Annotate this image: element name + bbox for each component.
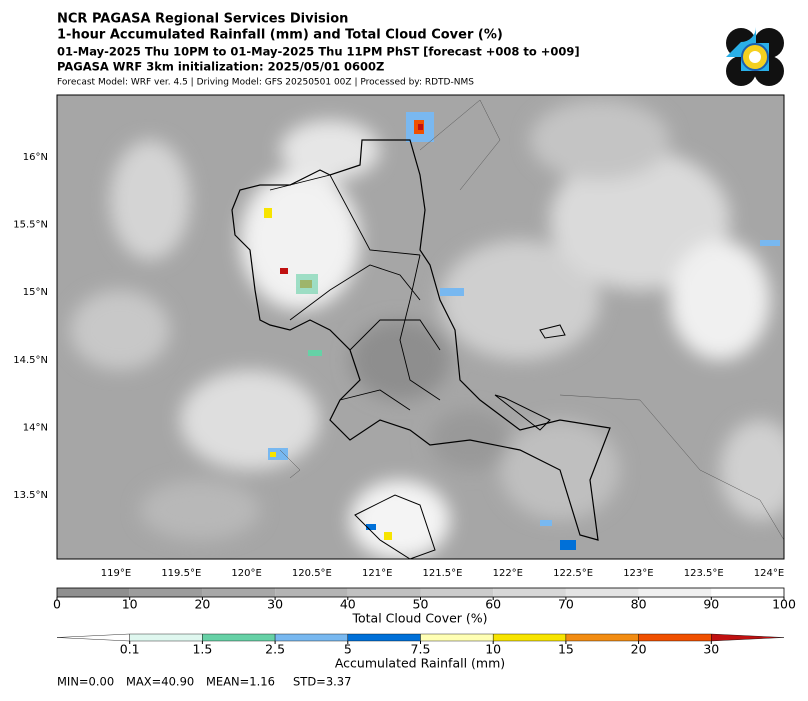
header-line: Forecast Model: WRF ver. 4.5 | Driving M… bbox=[57, 78, 474, 88]
map-frame bbox=[56, 94, 785, 560]
lat-label: 15°N bbox=[23, 287, 48, 298]
stat: MEAN=1.16 bbox=[206, 675, 275, 689]
stat: MAX=40.90 bbox=[126, 675, 194, 689]
lon-label: 124°E bbox=[754, 568, 784, 579]
colorbar-tick-label: 7.5 bbox=[411, 642, 431, 657]
colorbar-tick-label: 0.1 bbox=[120, 642, 140, 657]
colorbar-segment bbox=[347, 588, 421, 597]
colorbar-label: Total Cloud Cover (%) bbox=[351, 611, 487, 626]
colorbar-segment bbox=[202, 633, 276, 642]
colorbar-tick-label: 60 bbox=[485, 597, 501, 612]
colorbar-segment bbox=[56, 633, 130, 642]
colorbar-segment bbox=[202, 588, 276, 597]
coastline bbox=[354, 324, 566, 559]
colorbar-label: Accumulated Rainfall (mm) bbox=[335, 656, 505, 671]
colorbar-tick-label: 1.5 bbox=[192, 642, 212, 657]
colorbar-tick-label: 20 bbox=[194, 597, 210, 612]
colorbar-segment bbox=[493, 588, 566, 597]
cloud-colorbar: 0 10 20 30 40 50 60 70 80 90 100 Total Cloud Cover … bbox=[53, 587, 796, 626]
stat: STD=3.37 bbox=[293, 675, 351, 689]
colorbar-tick-label: 2.5 bbox=[265, 642, 285, 657]
colorbar-tick-label: 80 bbox=[631, 597, 647, 612]
colorbar-tick-label: 30 bbox=[703, 642, 719, 657]
lon-label: 122.5°E bbox=[553, 568, 593, 579]
rain-pixels bbox=[264, 112, 780, 550]
colorbar-segment bbox=[129, 588, 203, 597]
colorbar-tick-label: 15 bbox=[558, 642, 574, 657]
colorbar-segment bbox=[420, 633, 494, 642]
lat-label: 13.5°N bbox=[13, 490, 48, 501]
colorbar-segment bbox=[57, 588, 130, 597]
lon-label: 123.5°E bbox=[684, 568, 724, 579]
longitude-labels: 119°E 119.5°E 120°E 120.5°E 121°E 121.5°E 122°… bbox=[101, 568, 784, 579]
lon-label: 120°E bbox=[231, 568, 261, 579]
colorbar-tick-label: 70 bbox=[558, 597, 574, 612]
lat-label: 14°N bbox=[23, 422, 48, 433]
header: NCR PAGASA Regional Services Division1-h… bbox=[57, 12, 580, 88]
colorbar-segment bbox=[565, 588, 639, 597]
header-line: PAGASA WRF 3km initialization: 2025/05/0… bbox=[57, 60, 384, 74]
lon-label: 121°E bbox=[362, 568, 392, 579]
lat-label: 14.5°N bbox=[13, 355, 48, 366]
colorbar-tick-label: 20 bbox=[631, 642, 647, 657]
colorbar-segment bbox=[711, 588, 784, 597]
colorbar-tick-label: 100 bbox=[772, 597, 796, 612]
colorbar-tick-label: 0 bbox=[53, 597, 61, 612]
map bbox=[57, 95, 784, 559]
colorbar-segment bbox=[274, 633, 348, 642]
lon-label: 119°E bbox=[101, 568, 131, 579]
neighbor-border bbox=[279, 99, 784, 541]
colorbar-segment bbox=[275, 588, 348, 597]
colorbar-segment bbox=[347, 633, 421, 642]
header-line: NCR PAGASA Regional Services Division bbox=[57, 12, 348, 27]
header-line: 01-May-2025 Thu 10PM to 01-May-2025 Thu … bbox=[57, 45, 580, 59]
header-line: 1-hour Accumulated Rainfall (mm) and Tot… bbox=[57, 28, 503, 43]
colorbar-segment bbox=[638, 633, 712, 642]
lat-label: 15.5°N bbox=[13, 220, 48, 231]
coastline bbox=[231, 139, 611, 541]
colorbar-segment bbox=[565, 633, 639, 642]
lon-label: 122°E bbox=[493, 568, 523, 579]
colorbar-tick-label: 90 bbox=[703, 597, 719, 612]
colorbar-segment bbox=[493, 633, 567, 642]
stats: MIN=0.00 MAX=40.90 MEAN=1.16 STD=3.37 bbox=[57, 675, 351, 689]
lon-label: 123°E bbox=[623, 568, 653, 579]
latitude-labels: 16°N 15.5°N 15°N 14.5°N 14°N 13.5°N bbox=[13, 152, 48, 501]
colorbar-tick-label: 10 bbox=[485, 642, 501, 657]
colorbar-segment bbox=[711, 633, 785, 642]
stat: MIN=0.00 bbox=[57, 675, 114, 689]
colorbar-tick-label: 50 bbox=[413, 597, 429, 612]
colorbar-segment bbox=[638, 588, 712, 597]
colorbar-tick-label: 10 bbox=[122, 597, 138, 612]
colorbar-segment bbox=[129, 633, 203, 642]
logo bbox=[726, 27, 784, 86]
lon-label: 119.5°E bbox=[161, 568, 201, 579]
colorbar-tick-label: 30 bbox=[267, 597, 283, 612]
rain-colorbar: 0.1 1.5 2.5 5 7.5 10 15 20 30 Accumulated Rainfal… bbox=[56, 633, 785, 671]
lon-label: 120.5°E bbox=[292, 568, 332, 579]
colorbar-tick-label: 40 bbox=[340, 597, 356, 612]
colorbar-segment bbox=[420, 588, 494, 597]
colorbar-tick-label: 5 bbox=[344, 642, 352, 657]
lon-label: 121.5°E bbox=[423, 568, 463, 579]
provincial-border bbox=[269, 174, 441, 411]
lat-label: 16°N bbox=[23, 152, 48, 163]
